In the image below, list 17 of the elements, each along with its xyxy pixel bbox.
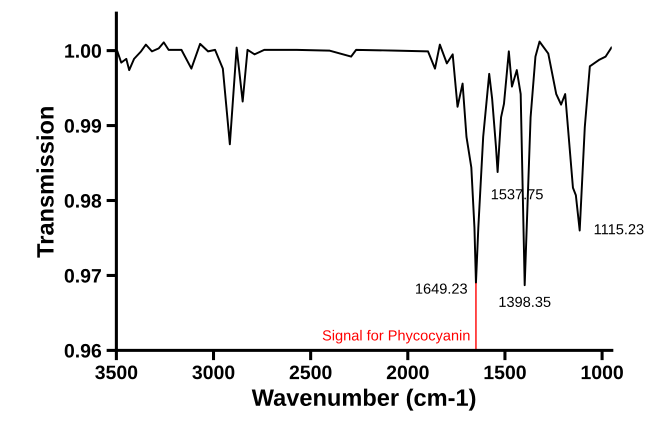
x-tick-label: 3000 [192,365,234,380]
y-tick-label: 0.96 [64,344,102,358]
y-tick-label: 1.00 [65,44,101,58]
x-tick-label: 2000 [386,365,429,380]
annotation: 1398.35 [499,296,550,308]
ref-line-label: Signal for Phycocyanin [322,330,470,344]
annotation: 1649.23 [416,283,467,294]
y-tick-label: 0.98 [64,194,102,208]
x-axis-title: Wavenumber (cm-1) [252,388,476,411]
x-tick-label: 1000 [582,365,623,380]
x-tick-label: 2500 [290,365,332,380]
x-tick-label: 1500 [484,365,526,380]
annotation: 1115.23 [594,224,644,234]
y-tick-label: 0.99 [64,119,102,133]
x-tick-label: 3500 [95,365,138,380]
y-axis-title: Transmission [36,107,54,258]
y-tick-label: 0.97 [64,268,101,283]
